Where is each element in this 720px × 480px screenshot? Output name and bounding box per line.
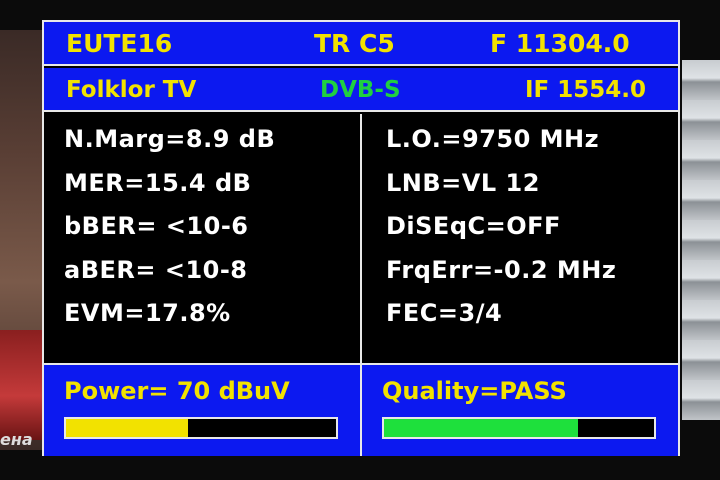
bber: bBER= <10-6 [64, 212, 249, 240]
if-frequency: IF 1554.0 [525, 77, 647, 103]
local-oscillator: L.O.=9750 MHz [386, 125, 600, 153]
quality-label: Quality=PASS [382, 377, 567, 405]
measurements-left: N.Marg=8.9 dB MER=15.4 dB bBER= <10-6 aB… [64, 125, 275, 343]
signal-meter-panel: EUTE16 TR C5 F 11304.0 Folklor TV DVB-S … [42, 20, 680, 456]
quality-section: Quality=PASS [362, 365, 678, 456]
noise-margin: N.Marg=8.9 dB [64, 125, 276, 153]
footer-divider [44, 363, 678, 365]
satellite-name: EUTE16 [66, 29, 173, 58]
background-caption: ена [0, 430, 33, 449]
transponder: TR C5 [314, 29, 395, 58]
power-label: Power= 70 dBuV [64, 377, 290, 405]
evm: EVM=17.8% [64, 299, 231, 327]
frequency: F 11304.0 [490, 29, 630, 58]
header-row-1: EUTE16 TR C5 F 11304.0 [44, 22, 678, 66]
quality-bar [382, 417, 656, 439]
frequency-error: FrqErr=-0.2 MHz [386, 255, 617, 284]
channel-name: Folklor TV [66, 77, 197, 103]
fec: FEC=3/4 [386, 299, 503, 327]
power-bar-fill [66, 419, 188, 437]
background-video-left-red [0, 330, 42, 440]
background-video-right [682, 60, 720, 420]
aber: aBER= <10-8 [64, 255, 248, 284]
power-bar [64, 417, 338, 439]
quality-bar-fill [384, 419, 579, 437]
mer: MER=15.4 dB [64, 168, 252, 197]
header-row-2: Folklor TV DVB-S IF 1554.0 [44, 68, 678, 112]
column-divider [360, 114, 362, 456]
measurements-right: L.O.=9750 MHz LNB=VL 12 DiSEqC=OFF FrqEr… [386, 125, 616, 343]
lnb: LNB=VL 12 [386, 168, 540, 197]
power-section: Power= 70 dBuV [44, 365, 360, 456]
diseqc: DiSEqC=OFF [386, 212, 561, 240]
standard: DVB-S [320, 77, 401, 103]
